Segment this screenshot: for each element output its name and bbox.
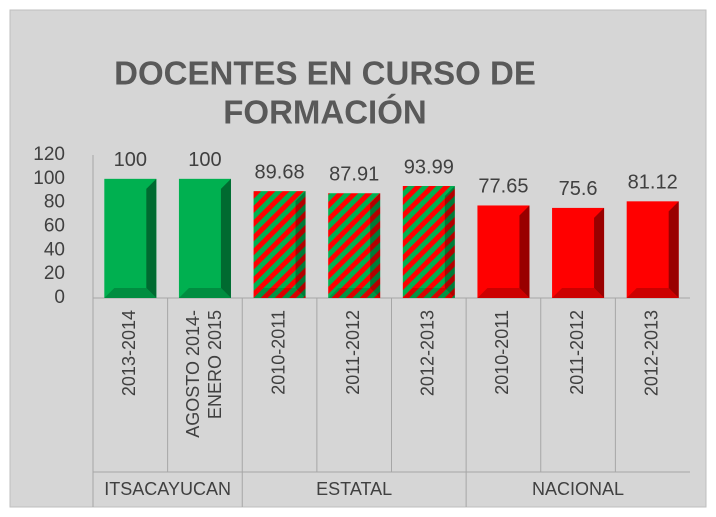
bar xyxy=(253,191,306,298)
data-label: 77.65 xyxy=(478,176,528,198)
group-label: ITSACAYUCAN xyxy=(104,479,231,499)
bar-bevel xyxy=(220,178,231,298)
data-label: 100 xyxy=(188,149,221,171)
y-tick-label: 40 xyxy=(44,239,65,260)
x-tick-label: 2010-2011 xyxy=(492,310,512,395)
bar-bevel xyxy=(146,178,157,298)
data-label: 87.91 xyxy=(329,164,379,186)
y-tick-label: 0 xyxy=(54,287,65,308)
bar-bevel xyxy=(552,288,605,298)
y-tick-label: 20 xyxy=(44,263,65,284)
x-tick-label: 2011-2012 xyxy=(343,310,363,395)
bar-bevel xyxy=(370,193,381,298)
bar-bevel xyxy=(626,288,679,298)
x-tick-label: AGOSTO 2014- ENERO 2015 xyxy=(183,310,225,438)
bar xyxy=(402,185,455,298)
bar-bevel xyxy=(477,288,530,298)
y-tick-label: 100 xyxy=(33,168,65,189)
bar-bevel xyxy=(444,185,455,298)
bar-bevel xyxy=(402,288,455,298)
bar xyxy=(328,193,381,298)
data-label: 75.6 xyxy=(559,178,598,200)
data-label: 81.12 xyxy=(628,172,678,194)
bar-bevel xyxy=(519,205,530,298)
x-tick-label: 2010-2011 xyxy=(268,310,288,395)
y-tick-label: 80 xyxy=(44,192,65,213)
group-label: NACIONAL xyxy=(532,479,624,499)
bar-bevel xyxy=(104,288,157,298)
bar-bevel xyxy=(178,288,231,298)
y-tick-label: 120 xyxy=(33,144,65,165)
chart-title: FORMACIÓN xyxy=(223,94,426,131)
bar-bevel xyxy=(253,288,306,298)
bar-bevel xyxy=(594,207,605,298)
chart-title: DOCENTES EN CURSO DE xyxy=(114,55,536,92)
bar-bevel xyxy=(295,191,306,298)
data-label: 100 xyxy=(114,149,147,171)
data-label: 93.99 xyxy=(404,156,454,178)
y-tick-label: 60 xyxy=(44,216,65,237)
bar-bevel xyxy=(328,288,381,298)
group-label: ESTATAL xyxy=(316,479,392,499)
x-tick-label: 2013-2014 xyxy=(119,310,139,396)
data-label: 89.68 xyxy=(255,161,305,183)
x-tick-label: 2012-2013 xyxy=(641,310,661,396)
x-tick-label: 2012-2013 xyxy=(418,310,438,396)
x-tick-label: 2011-2012 xyxy=(567,310,587,395)
bar-bevel xyxy=(668,201,679,298)
